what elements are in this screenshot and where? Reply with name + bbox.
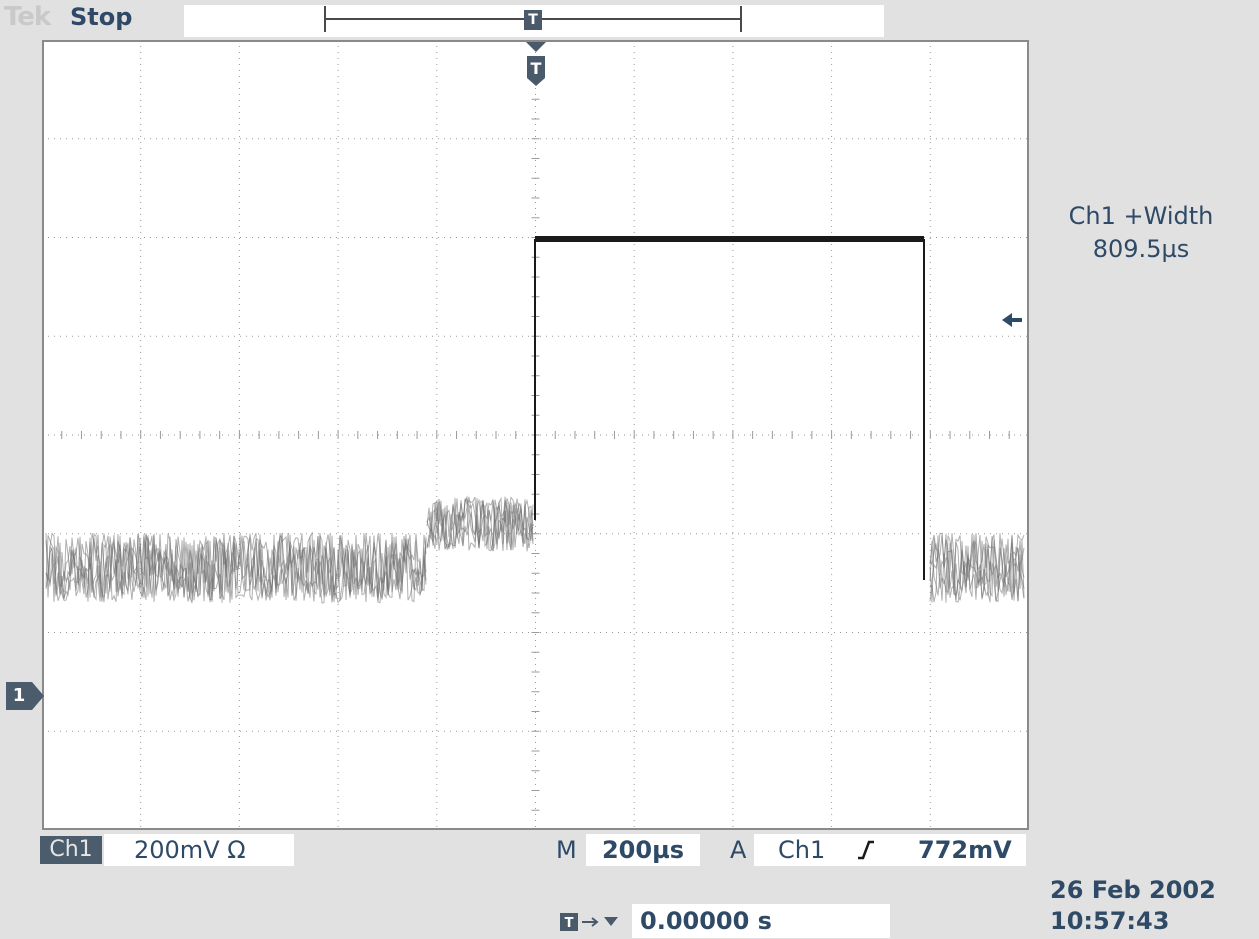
measurement-readout: Ch1 +Width 809.5µs — [1036, 200, 1246, 266]
timebase-prefix: M — [556, 836, 577, 864]
svg-text:T: T — [565, 916, 574, 931]
svg-text:T: T — [531, 59, 542, 78]
channel-tag[interactable]: Ch1 — [40, 836, 102, 864]
trigger-delay-icon: T — [560, 913, 618, 931]
noise-trace-low — [45, 532, 427, 603]
tek-logo: Tek — [4, 2, 51, 32]
noise-trace-step — [426, 496, 534, 550]
date-time: 26 Feb 2002 10:57:43 — [1050, 875, 1216, 937]
ch1-pulse-top — [535, 236, 924, 242]
noise-trace-low — [45, 533, 427, 604]
trigger-level: 772mV — [918, 836, 1012, 864]
trigger-position-icon[interactable]: T — [522, 40, 550, 88]
measurement-label: Ch1 +Width — [1068, 202, 1214, 230]
trigger-source: Ch1 — [778, 836, 826, 864]
waveform-display[interactable] — [42, 40, 1029, 830]
noise-trace-after — [929, 534, 1025, 603]
noise-trace-after — [929, 533, 1025, 601]
coupling-symbol: Ω — [227, 836, 246, 864]
acquisition-state[interactable]: Stop — [70, 3, 133, 31]
status-bar: Ch1 200mV Ω M 200µs A Ch1 772mV — [0, 832, 1259, 870]
channel-scale-value: 200mV — [134, 836, 220, 864]
top-bar: Tek Stop T — [0, 0, 1259, 38]
date: 26 Feb 2002 — [1050, 876, 1216, 904]
record-trigger-icon: T — [524, 10, 542, 30]
trigger-prefix: A — [730, 836, 747, 864]
channel-1-marker-label: 1 — [12, 685, 26, 706]
trigger-delay-value[interactable]: 0.00000 s — [632, 904, 890, 938]
noise-trace-after — [929, 534, 1025, 599]
waveform-svg — [42, 40, 1029, 830]
trigger-readout[interactable]: Ch1 772mV — [754, 834, 1026, 866]
measurement-value: 809.5µs — [1092, 235, 1190, 263]
noise-band — [45, 495, 1025, 604]
channel-scale[interactable]: 200mV Ω — [104, 834, 294, 866]
trigger-level-arrow-icon[interactable] — [1000, 310, 1024, 330]
rising-edge-icon — [858, 840, 874, 860]
channel-1-ground-marker-icon[interactable] — [6, 680, 46, 712]
noise-trace-after — [929, 533, 1025, 603]
record-view-window[interactable]: T — [324, 6, 742, 32]
noise-trace-low — [45, 532, 427, 603]
time: 10:57:43 — [1050, 907, 1170, 935]
noise-trace-step — [426, 496, 534, 552]
record-view-bar[interactable]: T — [184, 5, 884, 37]
timebase-readout[interactable]: 200µs — [586, 834, 700, 866]
ch1-pulse-trace — [534, 239, 925, 580]
graticule-border — [42, 40, 1029, 830]
